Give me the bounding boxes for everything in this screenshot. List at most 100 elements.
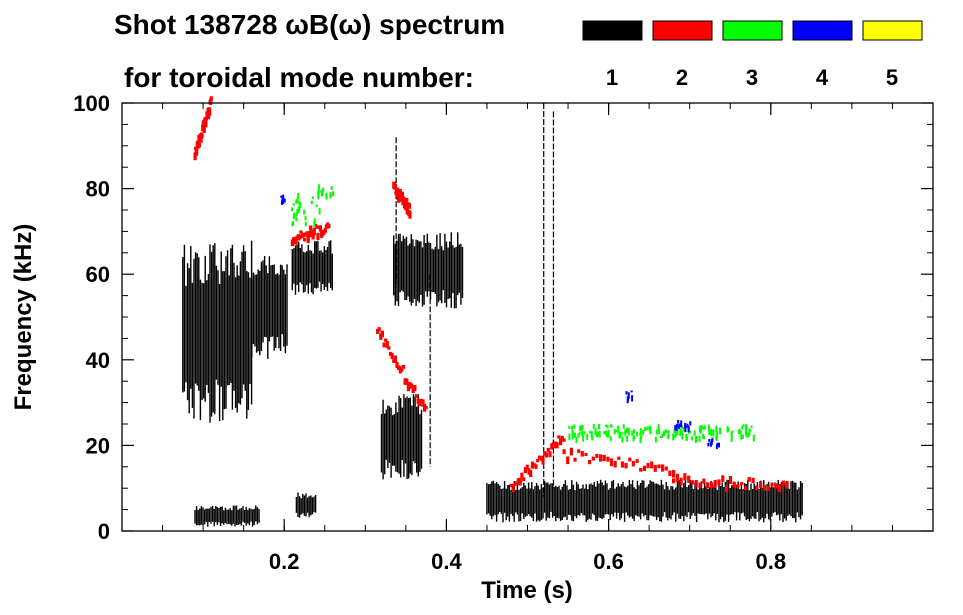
spectrum-point [682, 426, 685, 432]
mode-track-point [717, 479, 721, 486]
spectrum-point [615, 429, 617, 433]
mode-track-point [584, 452, 588, 456]
mode-track-point [384, 338, 388, 342]
mode-track-point [299, 230, 303, 234]
spectrum-point [684, 422, 687, 429]
spectrum-point [639, 436, 642, 444]
mode-track-point [732, 481, 736, 488]
legend: 1 2 3 4 5 [582, 20, 923, 90]
spectrum-point [594, 428, 597, 436]
mode-track-point [668, 470, 672, 476]
mode-track-point [550, 443, 554, 450]
mode-track-point [642, 465, 646, 471]
spectrum-point [321, 191, 323, 197]
spectrum-point [332, 191, 335, 197]
spectrum-point [325, 193, 328, 199]
spectrum-point [291, 222, 294, 227]
spectrum-point [667, 432, 670, 440]
mode-track-point [323, 227, 327, 233]
mode-track-point [303, 238, 307, 242]
spectrum-point [699, 427, 702, 434]
mode-track-point [713, 479, 717, 488]
spectrum-point [575, 436, 578, 444]
chart-title: Shot 138728 ωB(ω) spectrum [114, 9, 505, 40]
spectrum-point [596, 431, 599, 436]
mode-track-point [728, 476, 732, 484]
spectrum-point [317, 184, 320, 190]
spectrum-point [745, 426, 748, 430]
mode-track-point [525, 464, 529, 470]
mode-track-point [523, 467, 527, 474]
mode-track-point [513, 482, 517, 486]
y-tick-label: 60 [86, 262, 110, 287]
mode-track-point [202, 125, 206, 133]
mode-track-point [599, 454, 603, 462]
spectrum-point [625, 391, 628, 395]
spectrum-point [702, 427, 705, 430]
mode-track-point [395, 361, 399, 369]
mode-track-point [385, 341, 389, 349]
spectrum-point [303, 209, 306, 215]
spectrum-point [631, 395, 634, 402]
mode-track-point [400, 191, 404, 199]
spectrum-point [680, 430, 683, 434]
legend-label-mode-1: 1 [606, 65, 618, 90]
mode-track-point [316, 232, 320, 240]
spectrum-point [605, 430, 608, 436]
mode-track-point [530, 461, 535, 469]
mode-track-point [653, 464, 657, 472]
spectrum-point [626, 435, 629, 442]
mode-track-point [405, 198, 409, 202]
x-tick-label: 0.6 [593, 549, 624, 574]
mode-track-point [785, 481, 789, 489]
mode-track-point [617, 456, 621, 460]
spectrum-point [716, 442, 719, 445]
spectrum-point [689, 421, 692, 426]
mode-track-point [725, 485, 729, 493]
spectrum-point [579, 425, 582, 432]
spectrum-point [649, 430, 652, 434]
mode-track-point [548, 451, 552, 458]
mode-track-point [694, 480, 698, 488]
mode-track-point [307, 230, 311, 238]
mode-track-point [609, 458, 614, 467]
mode-track-point [580, 451, 584, 457]
mode-track-point [573, 457, 577, 462]
spectrum-point [745, 433, 748, 438]
mode-track-point [702, 478, 706, 484]
mode-track-point [405, 378, 409, 385]
spectrum-point [686, 436, 689, 440]
spectrum-point [702, 436, 705, 440]
spectrum-point [598, 431, 601, 438]
spectrum-point [741, 425, 744, 430]
spectrum-point [730, 431, 733, 439]
spectrum-point [738, 428, 741, 434]
spectrum-point [577, 433, 580, 438]
mode-track-point [595, 453, 599, 458]
mode-track-point [390, 353, 394, 360]
mode-track-point [672, 478, 676, 484]
spectrum-point [707, 424, 710, 431]
spectrum-point [568, 433, 571, 441]
spectrum-point [747, 432, 750, 438]
mode-track-point [721, 475, 725, 482]
spectrum-point [280, 195, 283, 199]
spectrum-point [715, 434, 718, 441]
mode-track-point [393, 183, 397, 190]
chart-subtitle: for toroidal mode number: [124, 62, 474, 93]
spectrum-point [667, 430, 670, 433]
mode-track-point [628, 457, 632, 462]
spectrum-point [613, 429, 616, 435]
spectrum-point [686, 423, 689, 428]
mode-track-point [740, 481, 744, 485]
spectrum-point [633, 429, 636, 434]
spectrum-point [680, 420, 683, 428]
spectrum-point [591, 436, 594, 441]
mode-track-point [382, 342, 386, 348]
mode-track-point [661, 464, 665, 472]
mode-track-point [398, 189, 402, 193]
mode-track-point [306, 235, 310, 244]
mode-track-point [552, 441, 556, 446]
spectrum-point [750, 425, 753, 428]
mode-track-point [204, 120, 208, 128]
